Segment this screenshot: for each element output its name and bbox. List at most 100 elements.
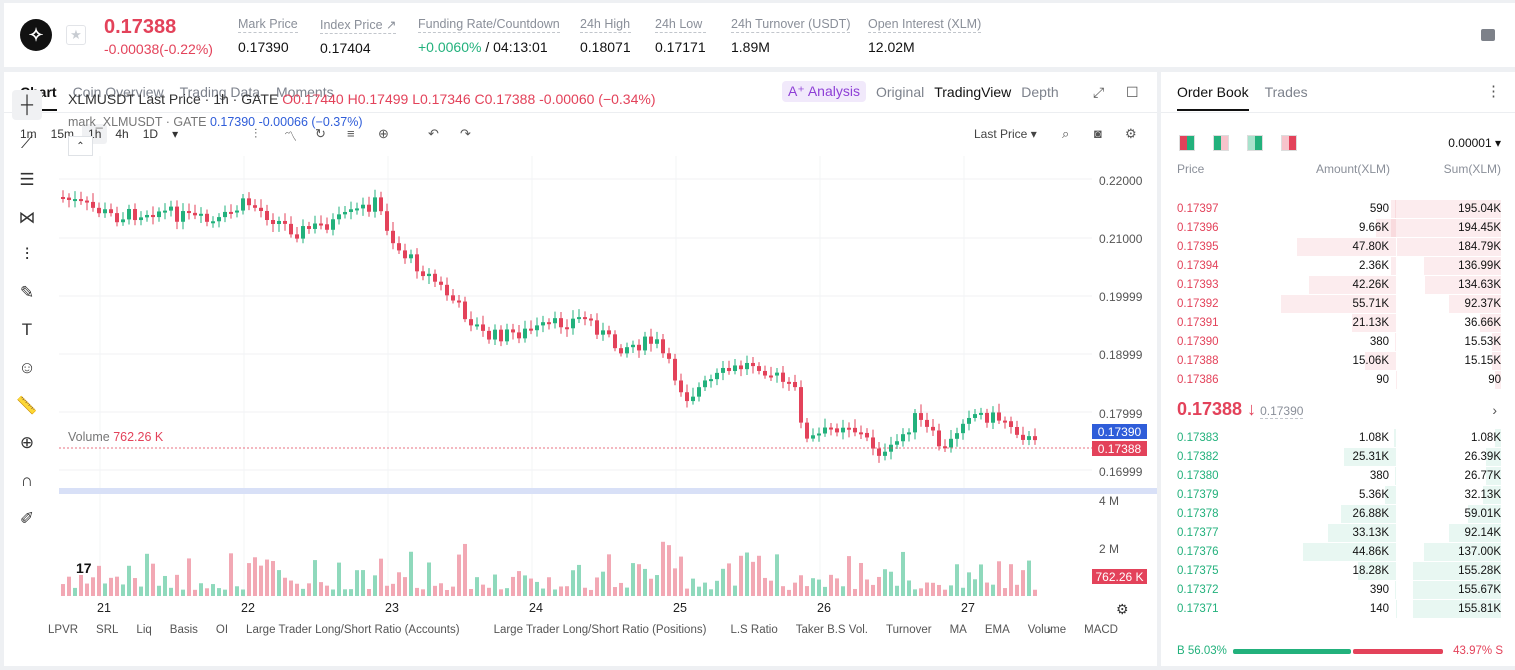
chevron-right-icon[interactable]: › [1047, 622, 1052, 637]
chart-settings-icon[interactable]: ⚙ [1116, 601, 1129, 617]
indicators-icon[interactable]: 〽 [284, 129, 298, 144]
indicator-taker-vol[interactable]: Taker B.S Vol. [795, 624, 868, 636]
add-indicator-icon[interactable]: ⊕ [378, 126, 389, 141]
trendline-icon[interactable]: ⟋ [21, 132, 33, 152]
favorite-star-icon[interactable]: ★ [66, 25, 86, 45]
compare-icon[interactable]: ↻ [315, 126, 326, 141]
orderbook-row[interactable]: 0.17378 26.88K 59.01K [1161, 505, 1515, 524]
orderbook-row[interactable]: 0.17391 21.13K 36.66K [1161, 314, 1515, 333]
crosshair-icon[interactable]: ┼ [12, 90, 42, 120]
interval-dropdown-icon[interactable]: ▾ [172, 127, 179, 141]
orderbook-row[interactable]: 0.17372 390 155.67K [1161, 581, 1515, 600]
tab-tradingview[interactable]: TradingView [934, 83, 1012, 100]
tab-coin-overview[interactable]: Coin Overview [72, 84, 164, 100]
emoji-icon[interactable]: ☺ [18, 357, 36, 377]
indicator-ls-accounts[interactable]: Large Trader Long/Short Ratio (Accounts) [246, 624, 460, 636]
indicator-ls-ratio[interactable]: L.S Ratio [730, 624, 778, 636]
text-icon[interactable]: T [21, 320, 33, 339]
gear-icon[interactable]: ⚙ [1125, 126, 1137, 141]
zoom-in-icon[interactable]: ⊕ [19, 433, 35, 452]
interval-4h[interactable]: 4h [115, 127, 129, 141]
volume-bar [1009, 564, 1013, 596]
precision-select[interactable]: 0.00001 ▾ [1448, 136, 1501, 150]
indicator-macd[interactable]: MACD [1084, 624, 1118, 636]
both-sides-icon[interactable] [1179, 135, 1195, 151]
orderbook-row[interactable]: 0.17380 380 26.77K [1161, 467, 1515, 486]
more-icon[interactable]: ⋮ [1486, 83, 1501, 100]
collapse-legend-icon[interactable]: ⌃ [68, 136, 93, 156]
ruler-icon[interactable]: 📏 [16, 395, 38, 415]
volume-bar [283, 577, 287, 596]
orderbook-row[interactable]: 0.17396 9.66K 194.45K [1161, 219, 1515, 238]
orderbook-row[interactable]: 0.17371 140 155.81K [1161, 600, 1515, 619]
redo-icon[interactable]: ↷ [460, 126, 471, 141]
mid-last-price: 0.17388 ↓ [1177, 399, 1257, 419]
orderbook-row[interactable]: 0.17383 1.08K 1.08K [1161, 429, 1515, 448]
fib-icon[interactable]: ⫶ [24, 245, 30, 264]
tab-moments[interactable]: Moments [276, 84, 334, 100]
stat-label: 24h Turnover (USDT) [731, 17, 851, 33]
indicator-basis[interactable]: Basis [169, 624, 198, 636]
indicator-volume[interactable]: Volume [1027, 624, 1067, 636]
templates-icon[interactable]: ≡ [347, 126, 355, 141]
lock-drawing-icon[interactable]: ✐ [19, 508, 35, 528]
orderbook-row[interactable]: 0.17375 18.28K 155.28K [1161, 562, 1515, 581]
stat-index-price[interactable]: Index Price ↗ 0.17404 [320, 17, 397, 56]
orderbook-row[interactable]: 0.17376 44.86K 137.00K [1161, 543, 1515, 562]
orderbook-row[interactable]: 0.17382 25.31K 26.39K [1161, 448, 1515, 467]
magnet-icon[interactable]: ∩ [20, 471, 34, 490]
search-icon[interactable]: ⌕ [1062, 126, 1070, 141]
tab-trading-data[interactable]: Trading Data [179, 84, 261, 100]
orderbook-row[interactable]: 0.17390 380 15.53K [1161, 333, 1515, 352]
indicator-turnover[interactable]: Turnover [885, 624, 932, 636]
tab-depth[interactable]: Depth [1021, 83, 1059, 100]
interval-1m[interactable]: 1m [20, 127, 37, 141]
stat-24h-turnover: 24h Turnover (USDT) 1.89M [731, 17, 851, 55]
tab-trades[interactable]: Trades [1264, 84, 1308, 100]
undo-icon[interactable]: ↶ [428, 126, 439, 141]
bids-only-icon[interactable] [1247, 135, 1263, 151]
pane-divider[interactable] [59, 488, 1157, 494]
book-icon[interactable] [1481, 29, 1495, 41]
orderbook-row[interactable]: 0.17388 15.06K 15.15K [1161, 352, 1515, 371]
candle-body [463, 301, 467, 320]
row-sum: 15.15K [1464, 355, 1501, 367]
maximize-icon[interactable]: ☐ [1126, 84, 1139, 100]
candlestick-chart[interactable] [4, 72, 1157, 666]
orderbook-row[interactable]: 0.17393 42.26K 134.63K [1161, 276, 1515, 295]
bids-asks-icon[interactable] [1213, 135, 1229, 151]
volume-value: 762.26 K [113, 430, 164, 444]
indicator-srl[interactable]: SRL [96, 624, 119, 636]
tab-original[interactable]: Original [875, 83, 925, 100]
interval-1d[interactable]: 1D [142, 127, 159, 141]
candle-body [913, 413, 917, 433]
tab-analysis[interactable]: A⁺ Analysis [782, 81, 866, 102]
orderbook-row[interactable]: 0.17394 2.36K 136.99K [1161, 257, 1515, 276]
price-type-select[interactable]: Last Price ▾ [974, 127, 1037, 141]
expand-icon[interactable]: ⤢ [1093, 84, 1105, 100]
indicator-liq[interactable]: Liq [136, 624, 152, 636]
orderbook-row[interactable]: 0.17397 590 195.04K [1161, 200, 1515, 219]
indicator-ls-positions[interactable]: Large Trader Long/Short Ratio (Positions… [493, 624, 707, 636]
volume-bar [883, 569, 887, 596]
brush-icon[interactable]: ✎ [19, 282, 35, 302]
indicator-ema[interactable]: EMA [984, 624, 1010, 636]
indicator-ma[interactable]: MA [949, 624, 967, 636]
indicator-oi[interactable]: OI [215, 624, 229, 636]
orderbook-row[interactable]: 0.17386 90 90 [1161, 371, 1515, 390]
orderbook-row[interactable]: 0.17377 33.13K 92.14K [1161, 524, 1515, 543]
orderbook-row[interactable]: 0.17392 55.71K 92.37K [1161, 295, 1515, 314]
volume-bar [463, 543, 467, 596]
orderbook-row[interactable]: 0.17379 5.36K 32.13K [1161, 486, 1515, 505]
tab-order-book[interactable]: Order Book [1177, 84, 1249, 111]
row-price: 0.17397 [1177, 203, 1219, 215]
chevron-right-icon[interactable]: › [1492, 402, 1497, 418]
asks-only-icon[interactable] [1281, 135, 1297, 151]
pattern-icon[interactable]: ⋈ [18, 207, 36, 227]
camera-icon[interactable]: ◙ [1094, 126, 1102, 141]
candle-body [109, 209, 113, 214]
candle-type-icon[interactable]: ⫶ [254, 126, 258, 141]
horizontal-lines-icon[interactable]: ☰ [19, 170, 35, 189]
indicator-lpvr[interactable]: LPVR [48, 624, 79, 636]
orderbook-row[interactable]: 0.17395 47.80K 184.79K [1161, 238, 1515, 257]
